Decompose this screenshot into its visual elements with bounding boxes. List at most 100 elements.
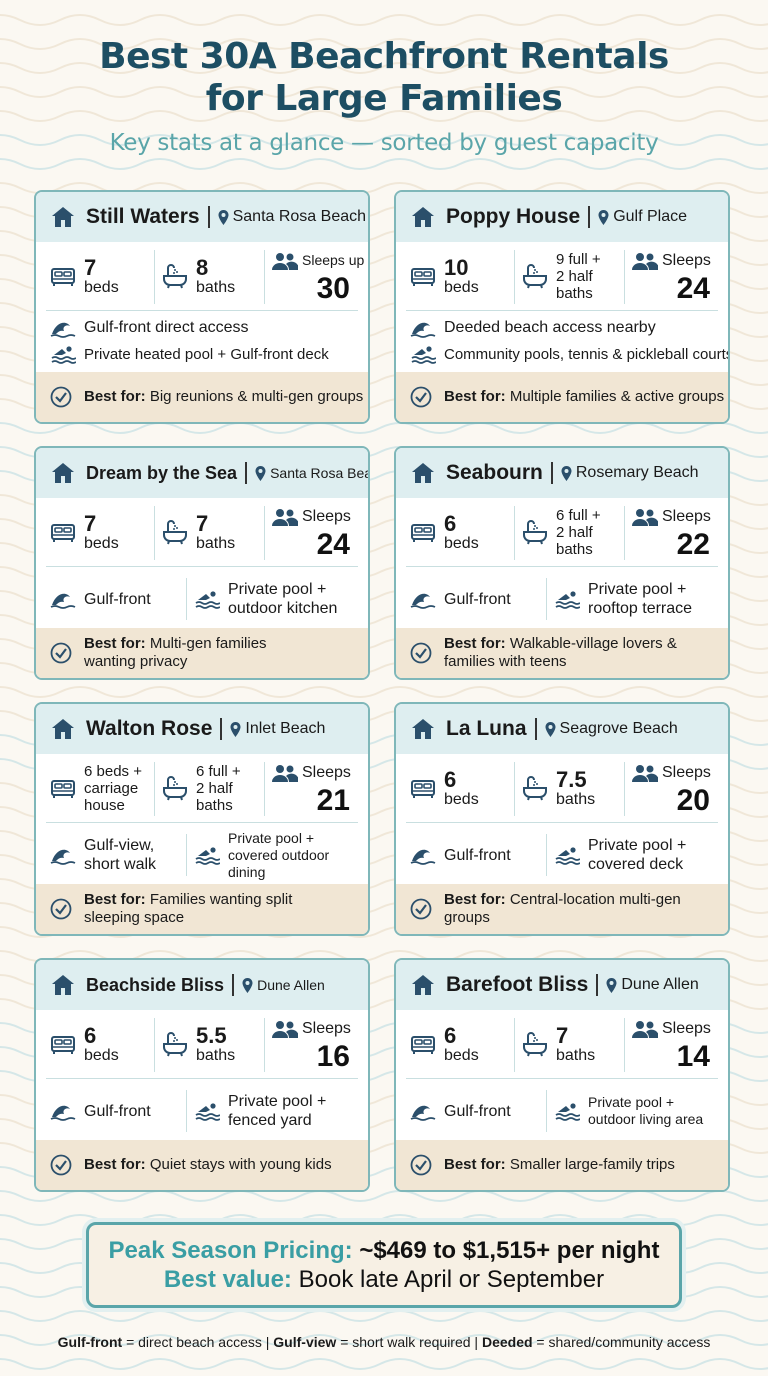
stat-divider — [514, 506, 515, 560]
best-for-value: Quiet stays with young kids — [149, 1156, 332, 1173]
home-icon — [50, 716, 76, 742]
sleeps-label: Sleeps — [302, 1020, 351, 1037]
beds-unit: beds — [84, 534, 119, 552]
property-location: Seagrove Beach — [559, 720, 678, 737]
feature-beach: Gulf-front — [410, 824, 540, 886]
features-row: Gulf-front Private pool + outdoor kitchen — [46, 568, 358, 630]
card-header: Dream by the Sea Santa Rosa Beach — [36, 448, 368, 498]
beds-unit: beds — [84, 1046, 119, 1064]
baths-value: 8 baths — [196, 256, 235, 296]
features-row: Gulf-front Private pool + covered deck — [406, 824, 718, 886]
header-separator — [596, 974, 599, 996]
rental-card[interactable]: Beachside Bliss Dune Allen 6 beds 5.5 baths Sl… — [34, 958, 370, 1192]
sleeps-count: 20 — [676, 784, 710, 817]
header-separator — [220, 718, 223, 740]
stat-divider — [624, 762, 625, 816]
peak-pricing-value: ~$469 to $1,515+ per night — [359, 1237, 660, 1264]
baths-stat: 5.5 baths — [162, 1010, 260, 1078]
peak-pricing-label: Peak Season Pricing: — [108, 1237, 353, 1264]
rental-card[interactable]: Barefoot Bliss Dune Allen 6 beds 7 baths Sleep… — [394, 958, 730, 1192]
sleeps-count: 24 — [676, 272, 710, 305]
feature-row-pool: Community pools, tennis & pickleball cou… — [410, 344, 728, 364]
beds-value: 10 beds — [444, 256, 479, 296]
stat-divider — [264, 1018, 265, 1072]
property-name: Seabourn — [446, 461, 543, 484]
bed-icon — [410, 1031, 436, 1057]
bed-icon — [50, 1031, 76, 1057]
stats-row: 7 beds 7 baths Sleeps 24 — [46, 498, 358, 567]
bed-icon — [50, 775, 76, 801]
stat-divider — [154, 506, 155, 560]
card-header: La Luna Seagrove Beach — [396, 704, 728, 754]
feature-pool-text: Private pool + outdoor kitchen — [228, 581, 338, 617]
sleeps-label: Sleeps up to — [302, 252, 368, 268]
bed-icon — [50, 263, 76, 289]
page-subtitle: Key stats at a glance — sorted by guest … — [109, 130, 659, 156]
sleeps-stat: Sleeps up to 30 — [272, 242, 368, 310]
feature-pool-text: Private heated pool + Gulf-front deck — [84, 345, 329, 363]
features-row: Deeded beach access nearby Community pool… — [406, 312, 728, 374]
home-icon — [410, 972, 436, 998]
bathtub-icon — [522, 1031, 548, 1057]
page-header: Best 30A Beachfront Rentals for Large Fa… — [0, 36, 768, 156]
feature-row-beach: Deeded beach access nearby — [410, 318, 656, 338]
title-line-1: Best 30A Beachfront Rentals — [99, 36, 669, 77]
location-pin-icon — [606, 977, 617, 993]
wave-line — [0, 422, 768, 434]
feature-divider — [186, 1090, 187, 1132]
feature-pool-text: Private pool + rooftop terrace — [588, 581, 693, 617]
bathtub-icon — [522, 519, 548, 545]
checkmark-icon — [50, 1154, 72, 1176]
beds-value: 6 beds — [84, 1024, 119, 1064]
header-separator — [245, 462, 248, 484]
best-for-bar: Best for: Families wanting split sleepin… — [36, 884, 368, 934]
beds-unit: beds — [444, 1046, 479, 1064]
stats-row: 6 beds 5.5 baths Sleeps 16 — [46, 1010, 358, 1079]
beds-count: 7 — [84, 254, 97, 280]
feature-beach-text: Gulf-front direct access — [84, 319, 249, 336]
wave-line — [0, 1358, 768, 1370]
best-for-text: Best for: Big reunions & multi-gen group… — [84, 388, 363, 406]
rental-card[interactable]: Poppy House Gulf Place 10 beds 9 full + 2 ha… — [394, 190, 730, 424]
people-icon — [272, 764, 299, 784]
stats-row: 6 beds 7.5 baths Sleeps 20 — [406, 754, 718, 823]
card-header: Poppy House Gulf Place — [396, 192, 728, 242]
feature-beach-text: Gulf-front — [84, 1102, 151, 1120]
feature-beach-text: Gulf-front — [444, 1102, 511, 1120]
baths-count: 7 — [196, 510, 209, 536]
beds-unit: beds — [444, 534, 479, 552]
bathtub-icon — [522, 263, 548, 289]
best-for-bar: Best for: Big reunions & multi-gen group… — [36, 372, 368, 422]
footnote-term-deeded: Deeded — [481, 1334, 533, 1350]
property-name: Still Waters — [86, 205, 200, 228]
best-for-label: Best for: — [444, 1156, 506, 1173]
rental-card[interactable]: La Luna Seagrove Beach 6 beds 7.5 baths Sleeps… — [394, 702, 730, 936]
rental-card[interactable]: Still Waters Santa Rosa Beach 7 beds 8 baths S… — [34, 190, 370, 424]
best-for-text: Best for: Central-location multi-gen gro… — [444, 891, 728, 927]
footnote-term-gulf-view: Gulf-view — [273, 1334, 337, 1350]
best-for-bar: Best for: Smaller large-family trips — [396, 1140, 728, 1190]
feature-pool: Private pool + covered outdoor dining — [194, 824, 364, 886]
rental-card[interactable]: Walton Rose Inlet Beach 6 beds + carriage … — [34, 702, 370, 936]
sleeps-stat: Sleeps 20 — [632, 754, 724, 822]
wave-line — [0, 38, 768, 50]
baths-unit: baths — [196, 1046, 236, 1064]
checkmark-icon — [410, 1154, 432, 1176]
rental-card[interactable]: Seabourn Rosemary Beach 6 beds 6 full + 2 ha… — [394, 446, 730, 680]
bathtub-icon — [162, 1031, 188, 1057]
stat-divider — [154, 762, 155, 816]
feature-pool-text: Private pool + covered deck — [588, 837, 687, 873]
sleeps-stat: Sleeps 16 — [272, 1010, 364, 1078]
stat-divider — [154, 250, 155, 304]
beds-value: 6 beds — [444, 768, 479, 808]
beds-count: 6 — [444, 1022, 457, 1048]
checkmark-icon — [50, 898, 72, 920]
swimmer-icon — [554, 845, 581, 865]
baths-value: 6 full + 2 half baths — [556, 506, 601, 558]
sleeps-label: Sleeps — [302, 764, 351, 781]
beds-count: 7 — [84, 510, 97, 536]
best-for-text: Best for: Walkable-village lovers & fami… — [444, 635, 677, 671]
wave-line — [0, 86, 768, 98]
beds-stat: 6 beds + carriage house — [50, 754, 150, 822]
